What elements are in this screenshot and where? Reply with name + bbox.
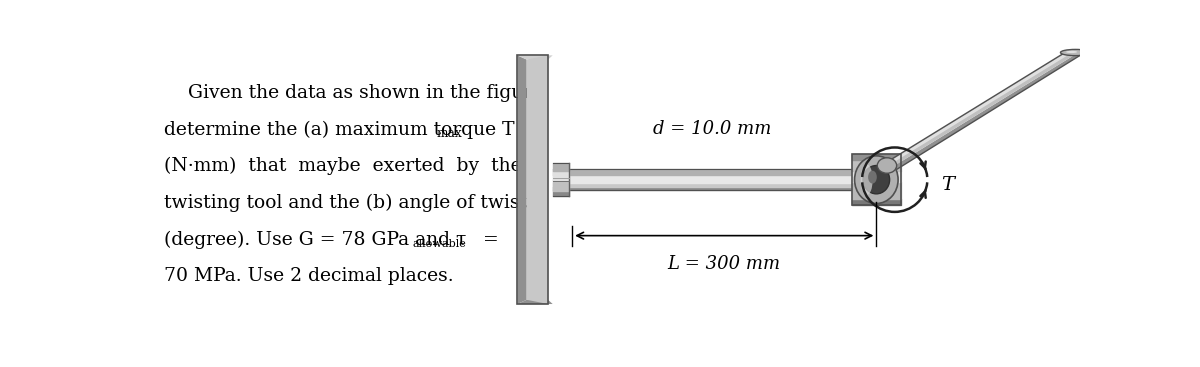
Text: 70 MPa. Use 2 decimal places.: 70 MPa. Use 2 decimal places.	[164, 267, 454, 285]
Polygon shape	[517, 55, 527, 304]
Ellipse shape	[860, 164, 872, 195]
Text: T: T	[941, 176, 954, 195]
Polygon shape	[527, 55, 548, 304]
Ellipse shape	[868, 171, 877, 184]
Text: determine the (a) maximum torque T: determine the (a) maximum torque T	[164, 120, 515, 139]
Polygon shape	[517, 55, 553, 59]
Polygon shape	[883, 53, 1082, 173]
Text: (degree). Use G = 78 GPa and τ: (degree). Use G = 78 GPa and τ	[164, 230, 467, 249]
Text: Given the data as shown in the figure,: Given the data as shown in the figure,	[164, 84, 550, 102]
Ellipse shape	[877, 158, 896, 173]
Text: (N·mm)  that  maybe  exerted  by  the: (N·mm) that maybe exerted by the	[164, 157, 522, 175]
Ellipse shape	[1066, 51, 1078, 53]
Polygon shape	[872, 51, 1078, 172]
Text: allowable: allowable	[413, 239, 466, 249]
Ellipse shape	[854, 156, 898, 204]
Polygon shape	[517, 300, 553, 304]
Text: L = 300 mm: L = 300 mm	[667, 255, 781, 273]
Ellipse shape	[863, 166, 889, 194]
Text: d = 10.0 mm: d = 10.0 mm	[653, 120, 770, 138]
Polygon shape	[874, 51, 1073, 172]
Text: =: =	[478, 230, 499, 248]
Text: twisting tool and the (b) angle of twist: twisting tool and the (b) angle of twist	[164, 194, 527, 212]
Text: max: max	[437, 127, 462, 141]
Ellipse shape	[1061, 50, 1091, 56]
